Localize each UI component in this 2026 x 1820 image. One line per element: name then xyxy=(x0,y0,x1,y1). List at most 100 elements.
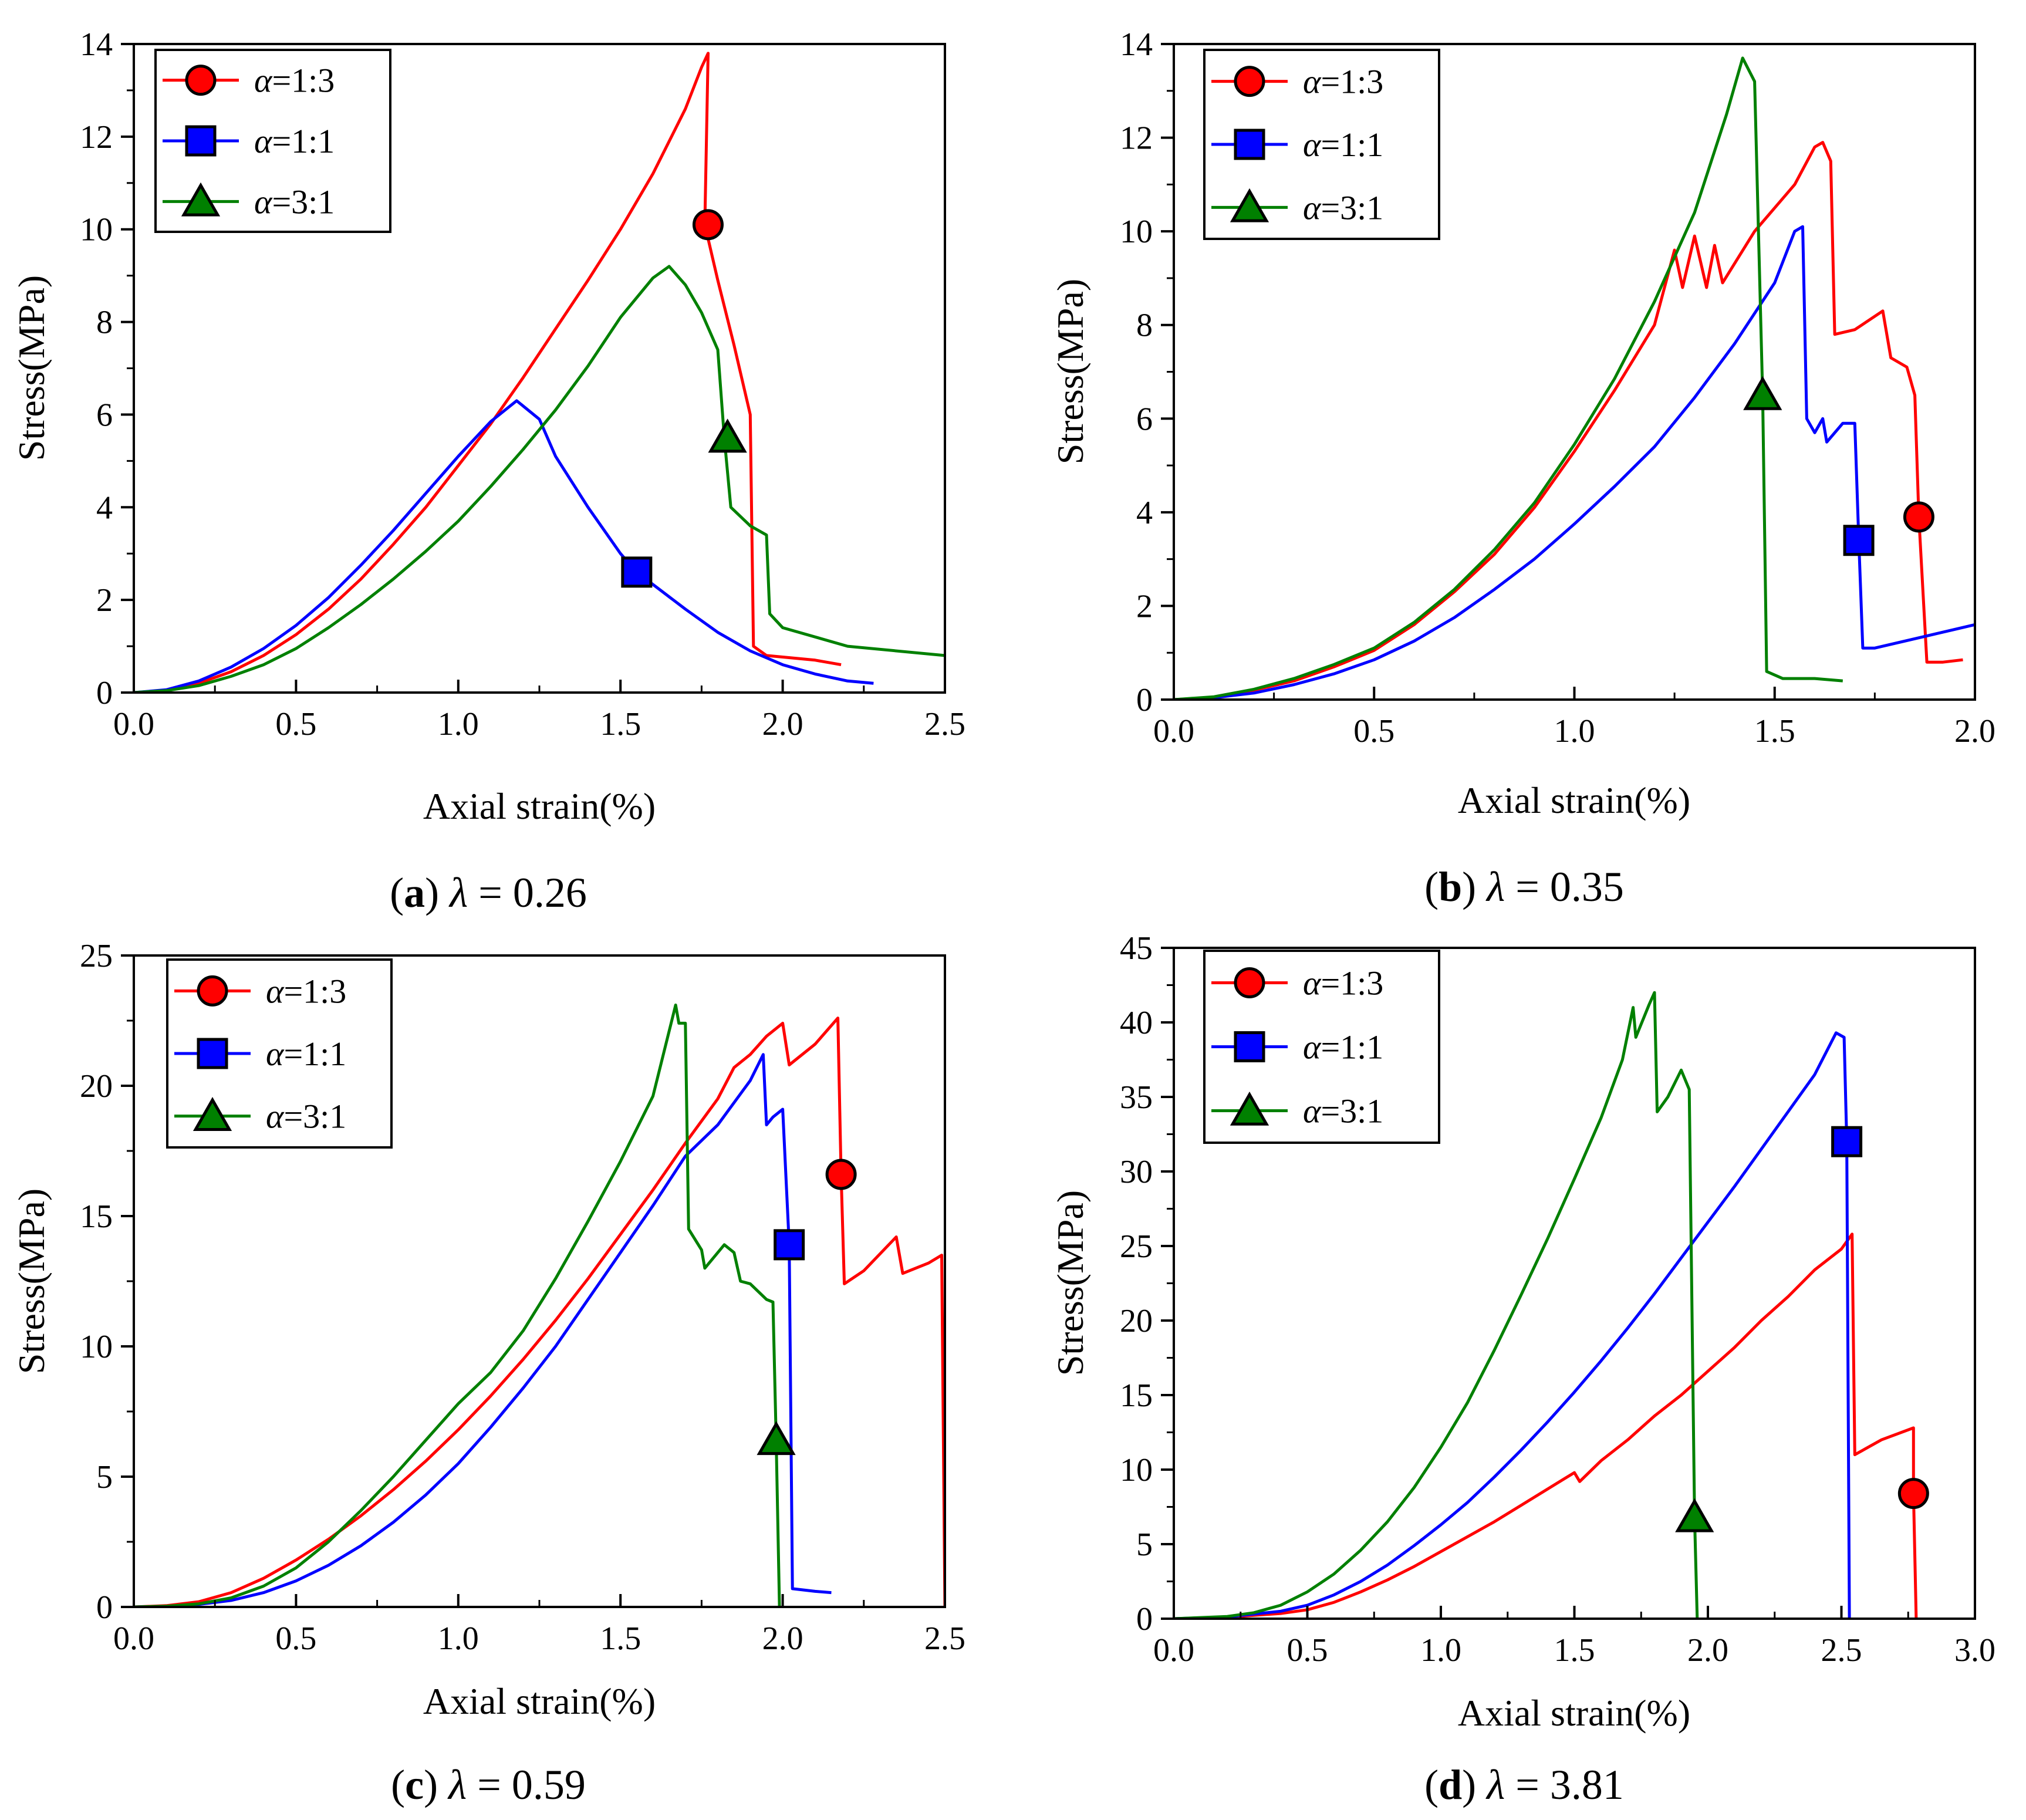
y-tick-label: 20 xyxy=(80,1068,113,1105)
x-tick-label: 2.0 xyxy=(1687,1632,1728,1669)
panel-b-x-axis-title: Axial strain(%) xyxy=(1458,779,1690,821)
x-tick-label: 3.0 xyxy=(1954,1632,1995,1669)
series-marker-circle xyxy=(825,1159,857,1190)
legend-label-value: =1:1 xyxy=(1321,1028,1383,1066)
x-tick-label: 2.5 xyxy=(1821,1632,1862,1669)
y-tick-label: 14 xyxy=(80,26,113,63)
y-tick-label: 8 xyxy=(96,305,113,341)
series-marker-square xyxy=(1843,525,1875,556)
panel-c-caption: (c) λ = 0.59 xyxy=(391,1761,586,1808)
legend-marker-triangle xyxy=(1230,188,1269,222)
legend-label: α=1:1 xyxy=(1303,1028,1383,1066)
legend-marker-circle xyxy=(185,65,217,96)
x-tick-label: 0.5 xyxy=(275,1620,316,1657)
y-tick-label: 5 xyxy=(1136,1527,1153,1563)
legend-marker-square xyxy=(197,1038,228,1069)
legend-label: α=1:1 xyxy=(1303,126,1383,164)
panel-d-caption-symbol: λ xyxy=(1485,1761,1505,1808)
legend-label-symbol: α xyxy=(266,1035,285,1073)
legend-marker-triangle xyxy=(1230,1091,1269,1126)
legend-label: α=1:3 xyxy=(1303,964,1383,1002)
legend-label-value: =3:1 xyxy=(272,183,335,221)
y-tick-label: 4 xyxy=(96,489,113,526)
series-line-triangle xyxy=(1174,56,1843,700)
legend-label-symbol: α xyxy=(1303,964,1322,1002)
x-tick-label: 0.5 xyxy=(1287,1632,1328,1669)
panel-b-legend: α=1:3α=1:1α=3:1 xyxy=(1203,49,1440,240)
x-tick-label: 0.0 xyxy=(113,1620,154,1657)
series-line-triangle xyxy=(1174,991,1699,1619)
x-tick-label: 2.0 xyxy=(1954,713,1995,749)
legend-label-value: =1:3 xyxy=(1321,63,1383,101)
panel-d-x-axis-title: Axial strain(%) xyxy=(1458,1692,1690,1734)
y-tick-label: 30 xyxy=(1120,1154,1153,1190)
legend-marker-square xyxy=(1234,1031,1265,1062)
legend-label: α=1:3 xyxy=(1303,63,1383,101)
panel-d-legend: α=1:3α=1:1α=3:1 xyxy=(1203,950,1440,1144)
panel-a-axes: 0.0 0.5 1.0 1.5 2.0 2.5 0 2 4 6 8 10 12 14 xyxy=(80,26,965,742)
legend-marker-square xyxy=(185,125,217,157)
y-tick-label: 2 xyxy=(1136,588,1153,624)
x-tick-label: 1.5 xyxy=(600,706,641,742)
legend-label-symbol: α xyxy=(1303,1028,1322,1066)
legend-label-symbol: α xyxy=(1303,126,1322,164)
series-marker-triangle xyxy=(757,1421,796,1456)
legend-label-symbol: α xyxy=(266,972,285,1010)
x-tick-label: 1.5 xyxy=(600,1620,641,1657)
legend-marker-triangle xyxy=(181,182,221,217)
legend-label-symbol: α xyxy=(1303,63,1322,101)
panel-a-legend: α=1:3α=1:1α=3:1 xyxy=(154,49,391,233)
y-tick-label: 25 xyxy=(1120,1228,1153,1265)
panel-c-caption-symbol: λ xyxy=(447,1761,467,1808)
panel-c-caption-value: = 0.59 xyxy=(467,1761,586,1808)
x-tick-label: 0.0 xyxy=(113,706,154,742)
legend-label: α=1:1 xyxy=(254,122,335,160)
panel-b-axes: 0.0 0.5 1.0 1.5 2.0 0 2 4 6 8 10 12 14 xyxy=(1120,26,1995,749)
panel-a-y-axis-title: Stress(MPa) xyxy=(11,275,52,461)
y-tick-label: 10 xyxy=(80,1329,113,1365)
y-tick-label: 20 xyxy=(1120,1303,1153,1339)
legend-label: α=3:1 xyxy=(266,1098,346,1136)
panel-b-y-axis-title: Stress(MPa) xyxy=(1049,279,1091,464)
y-tick-label: 10 xyxy=(80,212,113,248)
panel-d-caption-value: = 3.81 xyxy=(1505,1761,1624,1808)
panel-b-caption-letter: b xyxy=(1439,863,1462,910)
y-tick-label: 6 xyxy=(1136,401,1153,437)
panel-d-y-axis-title: Stress(MPa) xyxy=(1049,1190,1091,1376)
legend-label-value: =1:3 xyxy=(272,62,335,100)
x-tick-label: 1.0 xyxy=(1420,1632,1461,1669)
y-tick-label: 45 xyxy=(1120,930,1153,967)
series-marker-triangle xyxy=(708,418,747,453)
legend-label-value: =3:1 xyxy=(1321,188,1383,227)
series-line-square xyxy=(134,399,874,693)
panel-c-x-axis-title: Axial strain(%) xyxy=(423,1680,656,1722)
legend-label-value: =3:1 xyxy=(1321,1092,1383,1130)
legend-label-symbol: α xyxy=(254,122,273,160)
panel-c-series xyxy=(134,1003,945,1607)
panel-b-caption-value: = 0.35 xyxy=(1505,863,1624,910)
y-tick-label: 15 xyxy=(80,1198,113,1235)
series-marker-circle xyxy=(692,209,724,241)
panel-d-caption: (d) λ = 3.81 xyxy=(1424,1761,1624,1808)
legend-label-symbol: α xyxy=(266,1098,285,1136)
legend-marker-circle xyxy=(1234,66,1265,97)
legend-label-value: =1:1 xyxy=(283,1035,346,1073)
series-marker-triangle xyxy=(1743,376,1782,410)
panel-c-y-axis-title: Stress(MPa) xyxy=(11,1188,52,1374)
legend-label: α=3:1 xyxy=(1303,188,1383,227)
y-tick-label: 40 xyxy=(1120,1005,1153,1041)
panel-c-markers xyxy=(757,1159,857,1456)
legend-label-value: =1:1 xyxy=(272,122,335,160)
panel-a-caption: (a) λ = 0.26 xyxy=(390,869,587,916)
y-tick-label: 5 xyxy=(96,1459,113,1495)
panel-b-caption-symbol: λ xyxy=(1485,863,1505,910)
series-marker-circle xyxy=(1897,1478,1929,1510)
x-tick-label: 1.5 xyxy=(1754,713,1795,749)
y-tick-label: 8 xyxy=(1136,308,1153,344)
panel-b-markers xyxy=(1743,376,1934,556)
series-line-circle xyxy=(1174,1233,1918,1619)
legend-label-value: =1:1 xyxy=(1321,126,1383,164)
series-marker-square xyxy=(621,556,653,588)
panel-c-legend: α=1:3α=1:1α=3:1 xyxy=(166,958,393,1149)
